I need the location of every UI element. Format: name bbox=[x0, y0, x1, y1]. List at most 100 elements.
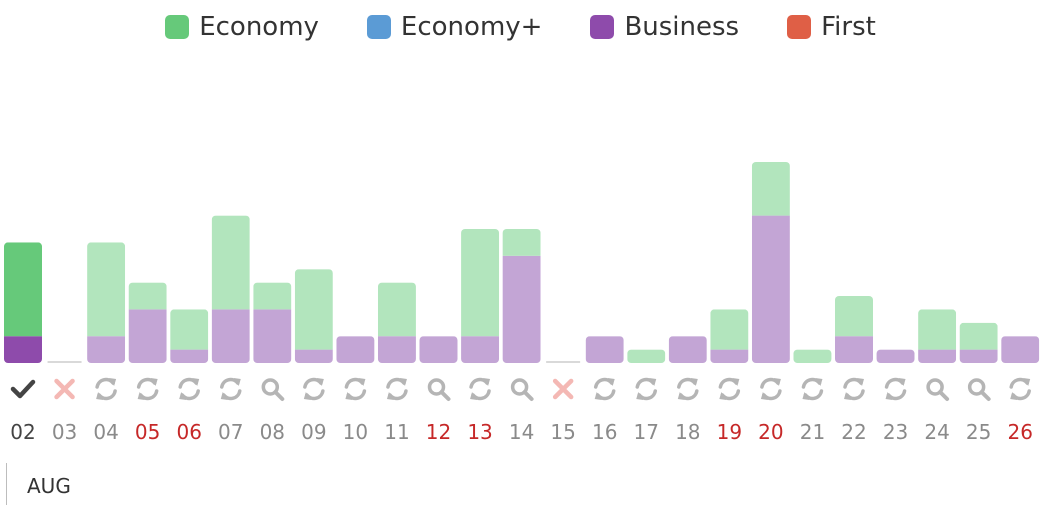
refresh-icon[interactable] bbox=[220, 377, 242, 401]
date-label-14[interactable]: 14 bbox=[509, 420, 534, 444]
bar-economy-24 bbox=[918, 309, 957, 350]
refresh-icon[interactable] bbox=[718, 377, 741, 401]
date-label-20[interactable]: 20 bbox=[758, 420, 783, 444]
refresh-icon[interactable] bbox=[136, 377, 159, 401]
date-label-22[interactable]: 22 bbox=[841, 420, 866, 444]
bar-group-15[interactable]: 15 bbox=[546, 361, 581, 444]
refresh-icon[interactable] bbox=[344, 377, 367, 401]
search-icon[interactable] bbox=[967, 378, 991, 401]
bar-economy-09 bbox=[294, 269, 333, 350]
bar-economy-21 bbox=[793, 349, 832, 363]
bar-group-24[interactable]: 24 bbox=[918, 309, 957, 444]
date-label-10[interactable]: 10 bbox=[343, 420, 368, 444]
date-label-15[interactable]: 15 bbox=[550, 420, 575, 444]
bar-group-05[interactable]: 05 bbox=[128, 282, 167, 444]
bar-group-02[interactable]: 02 bbox=[4, 242, 42, 444]
date-label-21[interactable]: 21 bbox=[800, 420, 825, 444]
refresh-icon[interactable] bbox=[1009, 377, 1031, 401]
legend-item-economy[interactable]: Economy bbox=[165, 12, 319, 42]
date-label-13[interactable]: 13 bbox=[467, 420, 492, 444]
refresh-icon[interactable] bbox=[677, 377, 699, 401]
bar-group-04[interactable]: 04 bbox=[87, 242, 126, 444]
bar-economy-13 bbox=[461, 229, 500, 337]
refresh-icon[interactable] bbox=[178, 377, 200, 401]
date-label-08[interactable]: 08 bbox=[260, 420, 285, 444]
date-label-07[interactable]: 07 bbox=[218, 420, 243, 444]
refresh-icon[interactable] bbox=[635, 377, 657, 401]
bar-group-21[interactable]: 21 bbox=[793, 349, 832, 444]
search-icon[interactable] bbox=[261, 378, 285, 401]
date-label-09[interactable]: 09 bbox=[301, 420, 326, 444]
bar-economy-19 bbox=[710, 309, 749, 350]
date-label-16[interactable]: 16 bbox=[592, 420, 617, 444]
refresh-icon[interactable] bbox=[843, 377, 865, 401]
bar-group-06[interactable]: 06 bbox=[170, 309, 209, 444]
bar-economy-07 bbox=[211, 215, 250, 310]
bar-business-06 bbox=[170, 349, 209, 363]
bar-group-17[interactable]: 17 bbox=[627, 349, 666, 444]
date-label-19[interactable]: 19 bbox=[717, 420, 742, 444]
legend-item-economy-plus[interactable]: Economy+ bbox=[366, 12, 542, 42]
bar-business-26 bbox=[1001, 336, 1040, 363]
bar-economy-14 bbox=[502, 229, 541, 256]
date-label-24[interactable]: 24 bbox=[924, 420, 949, 444]
bar-group-18[interactable]: 18 bbox=[668, 336, 707, 444]
refresh-icon[interactable] bbox=[303, 377, 325, 401]
bar-economy-08 bbox=[253, 282, 292, 310]
bar-group-07[interactable]: 07 bbox=[211, 215, 250, 444]
refresh-icon[interactable] bbox=[593, 377, 616, 401]
date-label-23[interactable]: 23 bbox=[883, 420, 908, 444]
cross-icon[interactable] bbox=[54, 378, 75, 400]
bar-group-19[interactable]: 19 bbox=[710, 309, 749, 444]
cross-icon[interactable] bbox=[552, 378, 574, 400]
refresh-icon[interactable] bbox=[884, 377, 907, 401]
date-label-17[interactable]: 17 bbox=[634, 420, 659, 444]
date-label-18[interactable]: 18 bbox=[675, 420, 700, 444]
bar-economy-04 bbox=[87, 242, 126, 337]
legend-label-business: Business bbox=[624, 12, 740, 42]
bar-group-09[interactable]: 09 bbox=[294, 269, 333, 444]
bar-economy-20 bbox=[751, 162, 790, 216]
bar-business-23 bbox=[876, 349, 915, 363]
date-label-02[interactable]: 02 bbox=[10, 420, 35, 444]
date-label-25[interactable]: 25 bbox=[966, 420, 991, 444]
bar-business-16 bbox=[585, 336, 624, 363]
legend-item-first[interactable]: First bbox=[787, 12, 876, 42]
bar-group-13[interactable]: 13 bbox=[461, 229, 500, 444]
bar-group-03[interactable]: 03 bbox=[47, 361, 82, 444]
check-icon[interactable] bbox=[10, 379, 36, 399]
bar-business-14 bbox=[502, 255, 541, 363]
refresh-icon[interactable] bbox=[386, 377, 408, 401]
refresh-icon[interactable] bbox=[95, 377, 117, 401]
date-label-04[interactable]: 04 bbox=[93, 420, 118, 444]
bar-business-20 bbox=[751, 215, 790, 363]
bar-group-08[interactable]: 08 bbox=[253, 282, 292, 444]
search-icon[interactable] bbox=[427, 378, 451, 401]
refresh-icon[interactable] bbox=[801, 377, 824, 401]
bar-business-11 bbox=[377, 336, 416, 363]
date-label-12[interactable]: 12 bbox=[426, 420, 451, 444]
bar-group-16[interactable]: 16 bbox=[585, 336, 624, 444]
bar-business-07 bbox=[211, 309, 250, 363]
date-label-06[interactable]: 06 bbox=[176, 420, 201, 444]
date-label-05[interactable]: 05 bbox=[135, 420, 160, 444]
legend-item-business[interactable]: Business bbox=[590, 12, 739, 42]
bar-group-22[interactable]: 22 bbox=[835, 296, 873, 444]
refresh-icon[interactable] bbox=[760, 377, 782, 401]
bar-group-10[interactable]: 10 bbox=[336, 336, 375, 444]
bar-group-11[interactable]: 11 bbox=[377, 282, 416, 444]
date-label-26[interactable]: 26 bbox=[1007, 420, 1032, 444]
date-label-11[interactable]: 11 bbox=[384, 420, 409, 444]
refresh-icon[interactable] bbox=[469, 377, 491, 401]
bar-business-05 bbox=[128, 309, 167, 363]
bar-group-14[interactable]: 14 bbox=[502, 229, 541, 444]
date-label-03[interactable]: 03 bbox=[52, 420, 77, 444]
month-label: AUG bbox=[27, 474, 71, 498]
search-icon[interactable] bbox=[926, 378, 950, 401]
search-icon[interactable] bbox=[510, 378, 534, 401]
bar-group-12[interactable]: 12 bbox=[419, 336, 458, 444]
bar-group-20[interactable]: 20 bbox=[751, 162, 790, 444]
bar-group-25[interactable]: 25 bbox=[959, 322, 998, 444]
bar-group-23[interactable]: 23 bbox=[876, 349, 915, 444]
bar-group-26[interactable]: 26 bbox=[1001, 336, 1040, 444]
